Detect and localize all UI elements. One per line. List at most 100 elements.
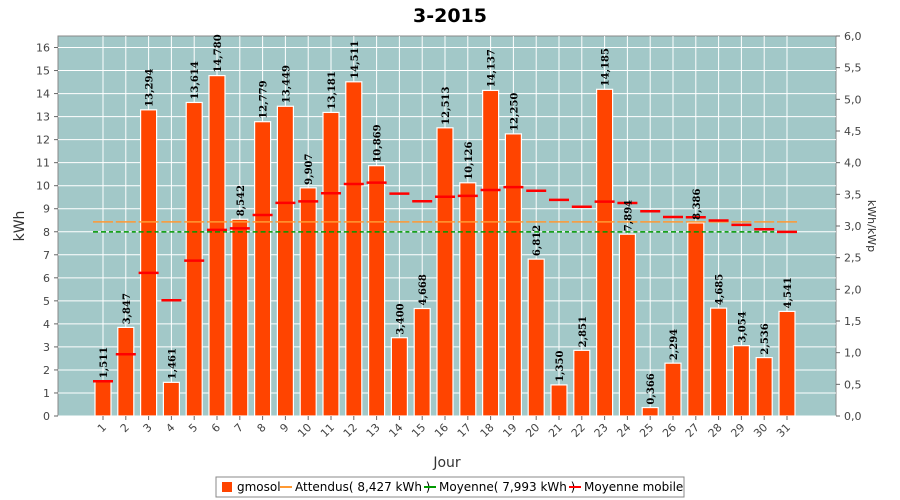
y-right-tick-label: 2,5	[844, 252, 862, 265]
bar	[459, 182, 477, 417]
y-tick-label: 12	[36, 134, 50, 147]
y-tick-label: 14	[36, 88, 50, 101]
bar	[413, 307, 431, 417]
y-tick-label: 3	[43, 341, 50, 354]
bar-value-label: 14,185	[601, 48, 612, 86]
bar-value-label: 3,400	[395, 303, 406, 334]
bar	[117, 326, 135, 417]
y-right-tick-label: 5,0	[844, 93, 862, 106]
x-tick-label: 6	[209, 421, 223, 435]
x-tick-label: 8	[255, 421, 269, 435]
bar-value-label: 14,511	[350, 41, 361, 79]
bar	[368, 165, 386, 417]
x-tick-label: 22	[569, 421, 588, 440]
legend-swatch	[222, 482, 232, 492]
x-tick-label: 28	[706, 421, 725, 440]
x-tick-label: 16	[432, 421, 451, 440]
y-right-tick-label: 2,0	[844, 283, 862, 296]
bar	[231, 218, 249, 417]
bar	[732, 345, 751, 417]
bar-value-label: 13,181	[327, 71, 338, 109]
bar	[140, 109, 158, 417]
x-tick-label: 20	[523, 421, 542, 440]
bar-labels: 1,511 3,847 13,294 1,461 13,614 14,780 8,542 12…	[99, 34, 794, 404]
x-tick-label: 21	[546, 421, 565, 440]
x-tick-label: 23	[592, 421, 611, 440]
x-tick-label: 14	[386, 421, 405, 440]
y-tick-label: 1	[43, 387, 50, 400]
bar-value-label: 14,137	[487, 49, 498, 87]
bar	[390, 337, 408, 417]
bar-value-label: 1,511	[99, 347, 110, 378]
bar	[573, 349, 591, 417]
x-axis: 1 2 3 4 5 6 7 8 9 10 11 12 13 14 15 16 17 18 19 20 21 22 23 24 2…	[95, 416, 793, 440]
x-tick-label: 27	[683, 421, 702, 440]
y-tick-label: 8	[43, 226, 50, 239]
bar-value-label: 9,907	[304, 153, 315, 184]
bar-value-label: 6,812	[532, 225, 543, 256]
bar-value-label: 7,894	[623, 200, 634, 231]
x-tick-label: 13	[364, 421, 383, 440]
bar-value-label: 12,513	[441, 87, 452, 125]
y-tick-label: 4	[43, 318, 50, 331]
y-tick-label: 0	[43, 410, 50, 423]
y-axis-label: kWh	[12, 211, 28, 242]
legend-label: Moyenne mobile	[584, 480, 683, 494]
bar	[687, 222, 705, 417]
x-tick-label: 26	[660, 421, 679, 440]
bar	[345, 81, 363, 417]
bar	[527, 258, 545, 417]
y-tick-label: 5	[43, 295, 50, 308]
y-right-tick-label: 3,5	[844, 188, 862, 201]
bar	[504, 133, 522, 417]
bar-value-label: 3,054	[737, 311, 748, 342]
y-right-tick-label: 1,0	[844, 347, 862, 360]
x-tick-label: 5	[186, 421, 200, 435]
bar	[595, 88, 614, 417]
legend-label: Attendus( 8,427 kWh )	[295, 480, 430, 494]
bar-value-label: 8,386	[692, 189, 703, 220]
bar	[641, 406, 659, 417]
bar-value-label: 13,614	[190, 61, 201, 99]
bar-value-label: 0,366	[646, 373, 657, 404]
y-right-tick-label: 0,5	[844, 378, 862, 391]
bar-value-label: 10,869	[373, 124, 384, 162]
y-tick-label: 10	[36, 180, 50, 193]
y-tick-label: 15	[36, 65, 50, 78]
x-tick-label: 1	[95, 421, 109, 435]
bar-value-label: 4,668	[418, 274, 429, 305]
bar	[709, 307, 728, 417]
x-tick-label: 4	[163, 421, 177, 435]
y-tick-label: 16	[36, 42, 50, 55]
bar-value-label: 1,461	[167, 348, 178, 379]
bar	[322, 111, 340, 417]
x-tick-label: 11	[318, 421, 337, 440]
y-tick-label: 13	[36, 111, 50, 124]
x-tick-label: 31	[774, 421, 793, 440]
x-tick-label: 30	[751, 421, 770, 440]
bar-value-label: 10,126	[464, 141, 475, 179]
legend: gmosol Attendus( 8,427 kWh ) Moyenne( 7,99…	[215, 476, 685, 498]
y-tick-label: 6	[43, 272, 50, 285]
legend-box	[215, 476, 685, 498]
x-tick-label: 10	[295, 421, 314, 440]
y-right-tick-label: 4,0	[844, 157, 862, 170]
x-tick-label: 24	[614, 421, 633, 440]
bar	[254, 121, 272, 417]
y-right-tick-label: 0,0	[844, 410, 862, 423]
x-tick-label: 9	[277, 421, 291, 435]
y-right-tick-label: 1,5	[844, 315, 862, 328]
x-tick-label: 12	[341, 421, 360, 440]
bar	[482, 89, 500, 417]
legend-label: Moyenne( 7,993 kWh )	[439, 480, 575, 494]
y-right-tick-label: 3,0	[844, 220, 862, 233]
bar	[664, 362, 682, 417]
bar-value-label: 13,449	[281, 65, 292, 103]
bar	[162, 381, 180, 417]
bar	[550, 384, 568, 417]
bar	[208, 75, 226, 417]
bar-value-label: 14,780	[213, 34, 224, 72]
y-axis-label-right: kWh/kWp	[865, 200, 878, 252]
bar	[276, 105, 294, 417]
